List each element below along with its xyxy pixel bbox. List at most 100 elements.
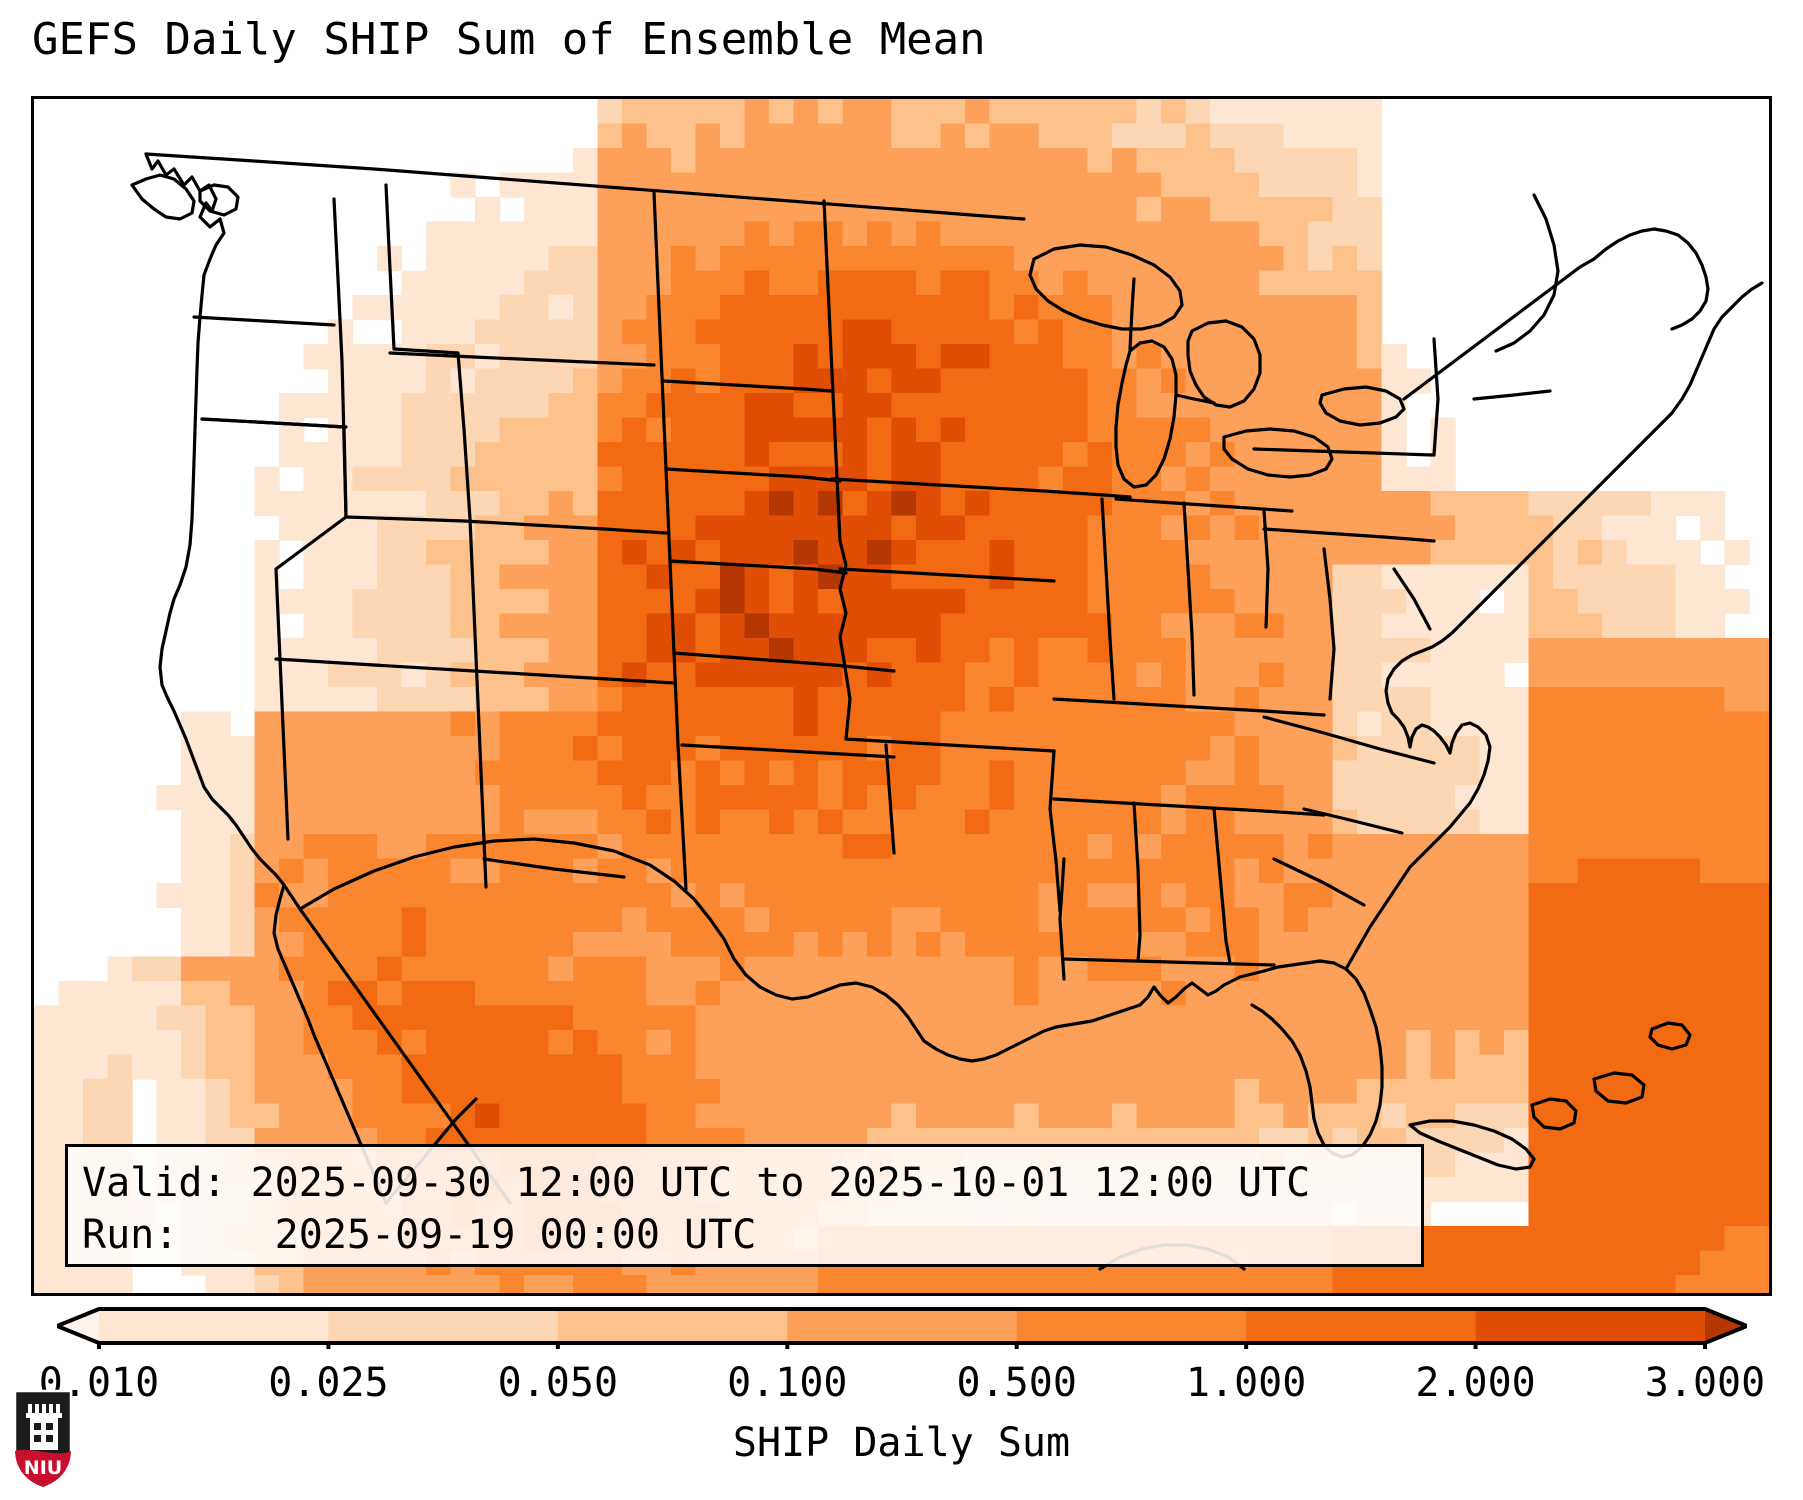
field-cell: [597, 589, 623, 615]
field-cell: [1749, 785, 1769, 811]
field-cell: [1381, 736, 1407, 762]
field-cell: [1626, 515, 1652, 541]
field-cell: [793, 834, 819, 860]
field-cell: [597, 736, 623, 762]
field-cell: [1308, 1054, 1334, 1080]
field-cell: [793, 1079, 819, 1105]
field-cell: [940, 687, 966, 713]
field-cell: [1185, 956, 1211, 982]
field-cell: [1455, 515, 1481, 541]
field-cell: [254, 540, 280, 566]
field-cell: [1014, 148, 1040, 174]
field-cell: [1161, 172, 1187, 198]
field-cell: [1357, 270, 1383, 296]
field-cell: [842, 956, 868, 982]
field-cell: [989, 760, 1015, 786]
field-cell: [181, 981, 207, 1007]
field-cell: [573, 221, 599, 247]
field-cell: [524, 785, 550, 811]
field-cell: [1430, 564, 1456, 590]
field-cell: [940, 834, 966, 860]
field-cell: [744, 540, 770, 566]
field-cell: [646, 172, 672, 198]
field-cell: [1063, 515, 1089, 541]
field-cell: [254, 1103, 280, 1129]
field-cell: [622, 540, 648, 566]
field-cell: [303, 466, 329, 492]
field-cell: [1234, 270, 1260, 296]
field-cell: [499, 1275, 525, 1293]
field-cell: [1553, 1226, 1579, 1252]
field-cell: [573, 1275, 599, 1293]
field-cell: [377, 540, 403, 566]
field-cell: [1234, 1103, 1260, 1129]
field-cell: [1504, 589, 1530, 615]
field-cell: [842, 613, 868, 639]
field-cell: [916, 540, 942, 566]
field-cell: [1063, 344, 1089, 370]
field-cell: [720, 883, 746, 909]
field-cell: [1504, 1152, 1530, 1178]
field-cell: [965, 442, 991, 468]
field-cell: [1014, 344, 1040, 370]
field-cell: [1136, 295, 1162, 321]
field-cell: [352, 564, 378, 590]
field-cell: [548, 1275, 574, 1293]
field-cell: [1161, 760, 1187, 786]
field-cell: [646, 932, 672, 958]
field-cell: [818, 417, 844, 443]
field-cell: [1602, 491, 1628, 517]
field-cell: [1381, 344, 1407, 370]
field-cell: [499, 613, 525, 639]
field-cell: [916, 148, 942, 174]
field-cell: [597, 687, 623, 713]
field-cell: [1455, 736, 1481, 762]
field-cell: [1700, 785, 1726, 811]
field-cell: [940, 785, 966, 811]
field-cell: [1406, 1054, 1432, 1080]
field-cell: [1112, 540, 1138, 566]
field-cell: [842, 1054, 868, 1080]
field-cell: [573, 907, 599, 933]
field-cell: [1700, 515, 1726, 541]
field-cell: [181, 907, 207, 933]
field-cell: [1577, 687, 1603, 713]
field-cell: [352, 711, 378, 737]
geo-boundary: [1494, 193, 1560, 353]
field-cell: [426, 1005, 452, 1031]
colorbar-segment: [787, 1309, 1018, 1343]
field-cell: [401, 368, 427, 394]
field-cell: [989, 687, 1015, 713]
field-cell: [548, 221, 574, 247]
field-cell: [524, 883, 550, 909]
field-cell: [1210, 564, 1236, 590]
field-cell: [1602, 858, 1628, 884]
field-cell: [940, 172, 966, 198]
field-cell: [352, 540, 378, 566]
field-cell: [34, 1226, 60, 1252]
field-cell: [254, 662, 280, 688]
field-cell: [891, 760, 917, 786]
field-cell: [1087, 270, 1113, 296]
field-cell: [205, 711, 231, 737]
field-cell: [499, 711, 525, 737]
field-cell: [1504, 834, 1530, 860]
field-cell: [475, 638, 501, 664]
field-cell: [818, 393, 844, 419]
field-cell: [475, 956, 501, 982]
field-cell: [377, 1103, 403, 1129]
field-cell: [1161, 589, 1187, 615]
field-cell: [1283, 1079, 1309, 1105]
field-cell: [1332, 785, 1358, 811]
field-cell: [1087, 295, 1113, 321]
field-cell: [1430, 491, 1456, 517]
field-cell: [401, 319, 427, 345]
geo-boundary: [130, 173, 196, 221]
field-cell: [1136, 270, 1162, 296]
field-cell: [891, 858, 917, 884]
field-cell: [671, 491, 697, 517]
field-cell: [622, 760, 648, 786]
field-cell: [1675, 1201, 1701, 1227]
field-cell: [426, 883, 452, 909]
field-cell: [793, 540, 819, 566]
